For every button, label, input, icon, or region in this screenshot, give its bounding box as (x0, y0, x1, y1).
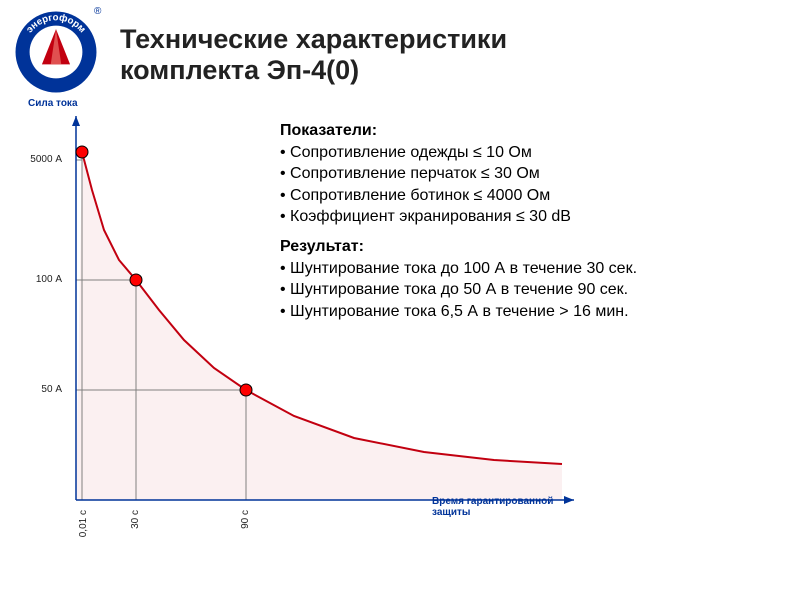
x-tick-label: 90 с (240, 510, 251, 529)
y-axis-arrow (72, 116, 80, 126)
data-marker (130, 274, 142, 286)
x-axis-label: Время гарантированной защиты (432, 496, 594, 518)
data-marker (76, 146, 88, 158)
y-tick-label: 50 А (14, 384, 62, 395)
indicator-item: • Сопротивление одежды ≤ 10 Ом (280, 142, 637, 164)
brand-logo: энергоформ (12, 8, 100, 96)
y-axis-label: Сила тока (28, 98, 78, 109)
y-tick-label: 100 А (14, 274, 62, 285)
result-header: Результат: (280, 236, 637, 258)
result-item: • Шунтирование тока до 50 А в течение 90… (280, 279, 637, 301)
x-tick-label: 0,01 с (78, 510, 89, 537)
data-marker (240, 384, 252, 396)
registered-mark: ® (94, 6, 101, 17)
indicator-item: • Сопротивление перчаток ≤ 30 Ом (280, 163, 637, 185)
y-tick-label: 5000 А (14, 154, 62, 165)
indicator-item: • Коэффициент экранирования ≤ 30 dB (280, 206, 637, 228)
specs-text: Показатели: • Сопротивление одежды ≤ 10 … (280, 120, 637, 322)
page-title: Технические характеристики комплекта Эп-… (120, 24, 507, 86)
x-tick-label: 30 с (130, 510, 141, 529)
title-line-1: Технические характеристики (120, 24, 507, 55)
result-item: • Шунтирование тока 6,5 А в течение > 16… (280, 301, 637, 323)
indicators-header: Показатели: (280, 120, 637, 142)
result-item: • Шунтирование тока до 100 А в течение 3… (280, 258, 637, 280)
title-line-2: комплекта Эп-4(0) (120, 55, 507, 86)
indicator-item: • Сопротивление ботинок ≤ 4000 Ом (280, 185, 637, 207)
